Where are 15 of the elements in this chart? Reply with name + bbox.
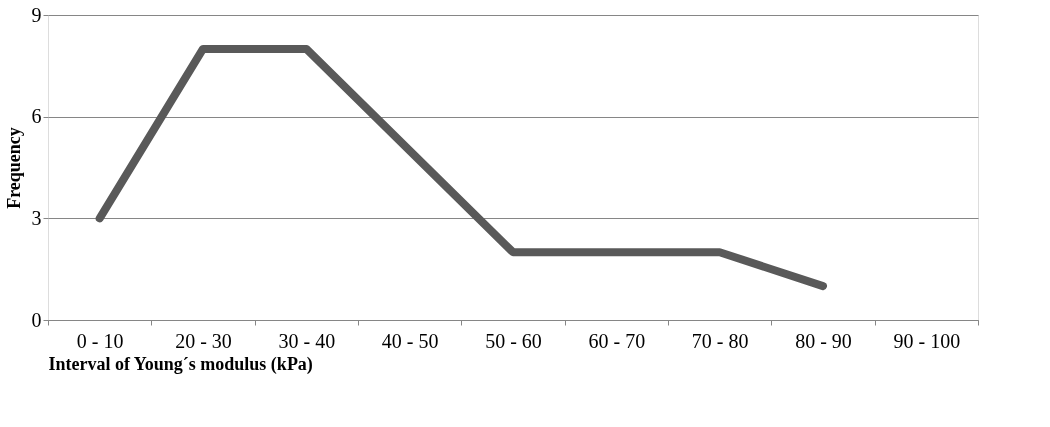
y-axis-title: Frequency [3, 127, 24, 209]
y-tick-label: 9 [31, 3, 42, 26]
x-tick-label: 50 - 60 [485, 329, 542, 352]
y-tick-label: 0 [31, 308, 42, 331]
x-tick-label: 90 - 100 [893, 329, 961, 352]
x-tick-label: 70 - 80 [691, 329, 749, 352]
x-tick-label: 60 - 70 [588, 329, 646, 352]
x-tick-label: 80 - 90 [795, 329, 852, 352]
x-tick-label: 0 - 10 [76, 329, 124, 352]
x-tick-label: 20 - 30 [175, 329, 232, 352]
y-tick-label: 6 [31, 105, 42, 128]
y-tick-label: 3 [31, 206, 42, 229]
x-axis-title: Interval of Young´s modulus (kPa) [48, 353, 313, 375]
x-tick-label: 30 - 40 [278, 329, 336, 352]
x-tick-label: 40 - 50 [381, 329, 439, 352]
